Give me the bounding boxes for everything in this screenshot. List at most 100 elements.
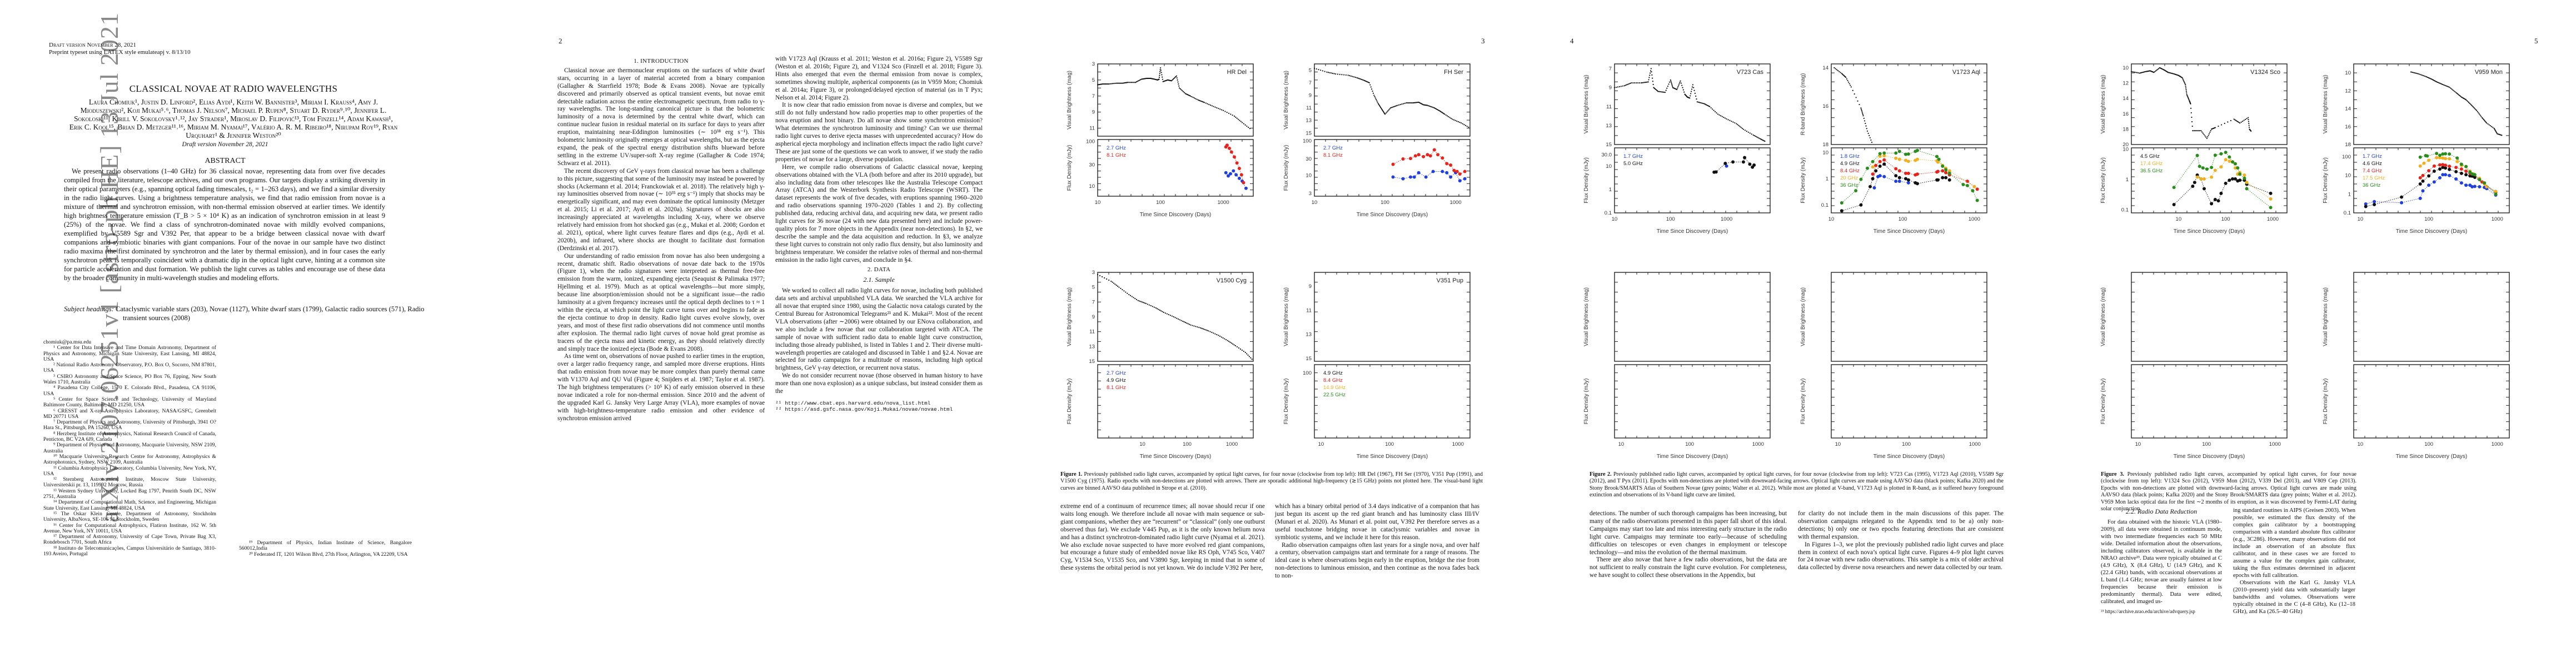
footnote-link[interactable]: ²³ https://archive.nrao.edu/archive/advq… <box>2101 609 2195 614</box>
legend-entry: 2.7 GHz <box>1323 145 1343 151</box>
optical-data-point <box>1357 77 1359 79</box>
optical-data-point <box>1152 306 1153 307</box>
optical-data-point <box>1174 77 1176 78</box>
optical-data-point <box>1240 121 1242 122</box>
paragraph: extreme end of a continuum of recurrence… <box>1060 503 1265 572</box>
optical-data-point <box>2444 84 2446 86</box>
figure-2-t-pyx: Visual Brightness (mag) Flux Density (mJy… <box>1790 261 1995 461</box>
optical-data-point <box>1233 344 1235 346</box>
radio-data-point <box>1237 166 1241 170</box>
radio-data-point <box>1237 176 1241 180</box>
radio-y-tick-label: 100 <box>2342 154 2351 160</box>
radio-data-point <box>2228 160 2231 163</box>
optical-data-point <box>2186 94 2188 96</box>
optical-data-point <box>2476 109 2478 111</box>
optical-data-point <box>2482 118 2484 120</box>
optical-data-point <box>1650 72 1651 74</box>
radio-data-point <box>2202 177 2206 181</box>
page-5: 5 Visual Brightness (mag) Flux Density (m… <box>2090 0 2576 667</box>
radio-data-point <box>1975 187 1979 191</box>
radio-data-point <box>1894 167 1898 171</box>
optical-data-point <box>1753 135 1755 137</box>
optical-data-point <box>1182 320 1184 322</box>
x-tick-label: 100 <box>1666 216 1675 222</box>
optical-data-point <box>2487 123 2489 125</box>
radio-data-point <box>1225 143 1229 147</box>
optical-data-point <box>1690 95 1691 97</box>
optical-data-point <box>2426 77 2429 78</box>
nova-name-label: FH Ser <box>1444 69 1463 76</box>
x-tick-label: 100 <box>1381 200 1389 206</box>
optical-data-point <box>2411 71 2413 73</box>
radio-data-point <box>1463 170 1467 173</box>
optical-data-point <box>2460 96 2462 97</box>
optical-data-point <box>1364 80 1366 82</box>
optical-data-point <box>1660 91 1661 93</box>
corresponding-email[interactable]: chomiuk@pa.msu.edu <box>43 339 92 345</box>
footnote-link[interactable]: ²¹ http://www.cbat.eps.harvard.edu/nova_… <box>775 400 931 406</box>
optical-data-point <box>1350 75 1352 77</box>
optical-data-point <box>1135 298 1138 300</box>
paragraph: for clarity do not include them in the m… <box>1798 510 2004 540</box>
optical-data-point <box>1214 333 1216 335</box>
optical-data-point <box>1848 83 1850 84</box>
optical-data-point <box>1120 82 1122 84</box>
optical-data-point <box>2421 74 2423 76</box>
optical-data-point <box>1869 137 1871 139</box>
figure-3-caption-text: Figure 3. Previously published radio lig… <box>2101 471 2356 512</box>
optical-data-point <box>2142 71 2145 73</box>
optical-y-tick-label: 5 <box>1092 77 1095 83</box>
optical-data-point <box>1237 118 1239 120</box>
radio-data-point <box>2494 192 2498 196</box>
optical-data-point <box>1207 103 1208 104</box>
optical-y-axis-label: Visual Brightness (mag) <box>1583 75 1590 134</box>
optical-data-point <box>1718 114 1720 116</box>
optical-data-point <box>1690 93 1692 94</box>
optical-data-point <box>1408 102 1409 104</box>
radio-data-point <box>2438 163 2442 167</box>
optical-data-point <box>1764 140 1766 142</box>
optical-data-point <box>1651 74 1653 76</box>
footnote-link[interactable]: ²² https://asd.gsfc.nasa.gov/Koji.Mukai/… <box>775 406 953 412</box>
radio-data-point <box>1408 157 1412 161</box>
optical-data-point <box>1232 343 1234 345</box>
optical-y-tick-label: 7 <box>1092 299 1095 305</box>
optical-data-point <box>1738 125 1740 126</box>
optical-data-point <box>2170 72 2172 74</box>
optical-data-point <box>1208 330 1209 332</box>
optical-data-point <box>1232 115 1233 116</box>
radio-data-point <box>2435 152 2439 156</box>
optical-data-point <box>1681 84 1683 86</box>
optical-y-tick-label: 11 <box>1089 126 1095 132</box>
optical-data-point <box>2190 107 2192 109</box>
optical-data-point <box>1213 332 1214 334</box>
optical-data-point <box>2494 130 2496 131</box>
radio-data-point <box>1906 181 1910 185</box>
x-tick-label: 1000 <box>2269 441 2281 447</box>
optical-data-point <box>1697 101 1700 103</box>
optical-data-point <box>1159 73 1160 74</box>
radio-data-point <box>2459 171 2463 175</box>
x-tick-label: 100 <box>1902 441 1911 447</box>
optical-data-point <box>1371 88 1373 90</box>
radio-data-point <box>2213 168 2217 172</box>
radio-data-point <box>2444 173 2448 177</box>
radio-data-point <box>1426 153 1429 157</box>
optical-data-point <box>1727 119 1729 121</box>
affiliation: ² National Radio Astronomy Observatory, … <box>43 362 216 374</box>
radio-data-point <box>1417 153 1421 157</box>
radio-data-point <box>1431 170 1435 173</box>
optical-data-point <box>1445 114 1447 116</box>
optical-data-point <box>1723 116 1725 118</box>
optical-data-point <box>1203 101 1204 103</box>
optical-data-point <box>2439 82 2440 84</box>
optical-data-point <box>1160 310 1162 312</box>
radio-y-tick-label: 30 <box>1089 162 1095 168</box>
radio-data-point <box>1752 163 1756 167</box>
optical-data-point <box>1755 136 1756 137</box>
figure-1-caption: Figure 1. Previously published radio lig… <box>1060 471 1483 492</box>
optical-data-point <box>1833 67 1835 69</box>
optical-data-point <box>1129 295 1132 296</box>
optical-data-point <box>2483 118 2484 120</box>
optical-data-point <box>2193 130 2195 132</box>
